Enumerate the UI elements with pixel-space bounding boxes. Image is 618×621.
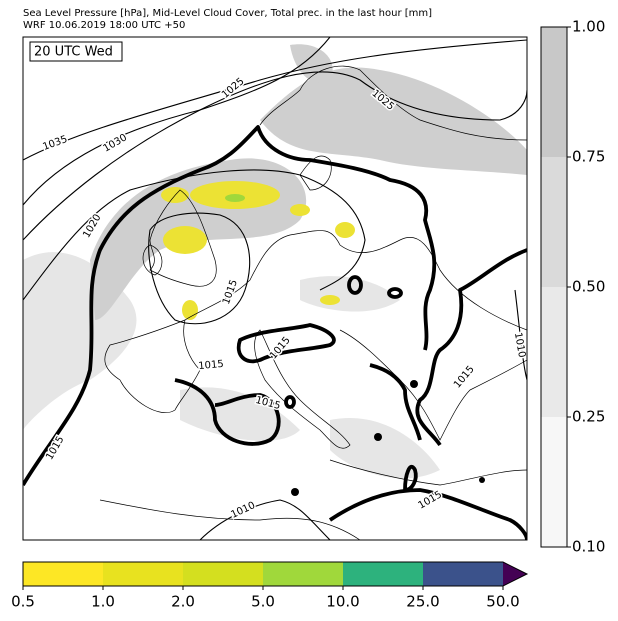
isobar-thick — [369, 363, 422, 441]
isobar-label: 1025 — [220, 76, 247, 101]
colorbar-segment — [423, 562, 503, 586]
colorbar-segment — [541, 157, 567, 287]
precip-colorbar: 0.5 1.0 2.0 5.0 10.0 25.0 50.0 — [11, 561, 529, 611]
isobar-thick — [347, 275, 363, 295]
colorbar-frame — [22, 561, 529, 587]
coastline — [254, 329, 351, 449]
isobar — [23, 71, 527, 241]
isobar-thick — [403, 464, 418, 492]
isobar-thick — [374, 433, 382, 441]
colorbar-label: 1.00 — [572, 18, 605, 36]
cloud — [290, 44, 333, 84]
colorbar-segment — [103, 562, 183, 586]
coastline — [99, 499, 361, 540]
header-title: Sea Level Pressure [hPa], Mid-Level Clou… — [23, 8, 432, 19]
isobar-label: 1015 — [221, 278, 240, 306]
colorbar-label: 25.0 — [406, 593, 439, 611]
colorbar-segment — [343, 562, 423, 586]
isobar-thick — [479, 477, 485, 483]
isobar — [23, 169, 366, 301]
cloud — [260, 67, 527, 175]
precip — [320, 295, 340, 305]
colorbar-label: 0.5 — [11, 593, 35, 611]
isobar-thick — [284, 395, 296, 409]
colorbar-segment — [23, 562, 103, 586]
isobar-label: 1015 — [198, 359, 224, 372]
colorbar-label: 0.75 — [572, 148, 605, 166]
coastline — [259, 65, 527, 141]
coastline — [339, 329, 527, 441]
header-subtitle: WRF 10.06.2019 18:00 UTC +50 — [23, 20, 185, 31]
time-label-box — [29, 41, 123, 62]
cloud — [330, 418, 440, 479]
precip — [225, 194, 245, 202]
isobar-label: 1010 — [229, 500, 257, 521]
map-frame — [22, 36, 528, 541]
colorbar-segment — [263, 562, 343, 586]
coastline — [329, 459, 527, 486]
isobar-label: 1010 — [512, 332, 527, 359]
colorbar-extend — [503, 562, 527, 586]
colorbar-label: 1.0 — [91, 593, 115, 611]
precip — [290, 204, 310, 216]
isobar-thick — [174, 378, 281, 446]
colorbar-label: 0.25 — [572, 408, 605, 426]
isobar — [514, 289, 527, 381]
isobar-label: 1035 — [41, 134, 69, 153]
colorbar-segment — [541, 287, 567, 417]
coastline — [299, 155, 332, 191]
isobar-thick — [291, 488, 299, 496]
precip — [335, 222, 355, 238]
isobar-thick — [23, 125, 437, 486]
colorbar-label: 0.10 — [572, 538, 605, 556]
isobar-thick — [415, 248, 527, 447]
colorbar-label: 0.50 — [572, 278, 605, 296]
colorbar-segment — [183, 562, 263, 586]
colorbar-segment — [541, 27, 567, 157]
isobar-label: 1015 — [452, 364, 477, 391]
isobar-thick — [236, 323, 336, 364]
map: 1035 1030 1025 1025 1020 1015 1015 1015 … — [22, 36, 528, 541]
isobar-thick — [387, 287, 403, 299]
coastline — [142, 244, 163, 276]
time-label: 20 UTC Wed — [34, 45, 113, 60]
colorbar-segment — [541, 417, 567, 547]
isobar — [148, 212, 251, 325]
colorbar-label: 10.0 — [326, 593, 359, 611]
isobar-label: 1020 — [81, 212, 103, 240]
coastline — [104, 319, 201, 413]
isobar-thick — [410, 380, 418, 388]
isobar — [199, 499, 331, 540]
isobar — [23, 39, 527, 161]
isobar-thick — [328, 488, 527, 540]
cloud — [180, 387, 300, 441]
colorbar-label: 2.0 — [171, 593, 195, 611]
colorbar-label: 5.0 — [251, 593, 275, 611]
isobar-label: 1030 — [101, 132, 129, 154]
cloud-colorbar: 1.00 0.75 0.50 0.25 0.10 — [540, 18, 605, 556]
precip — [163, 226, 207, 254]
isobar-label: 1015 — [268, 335, 293, 362]
coastline — [184, 230, 527, 331]
colorbar-label: 50.0 — [486, 593, 519, 611]
